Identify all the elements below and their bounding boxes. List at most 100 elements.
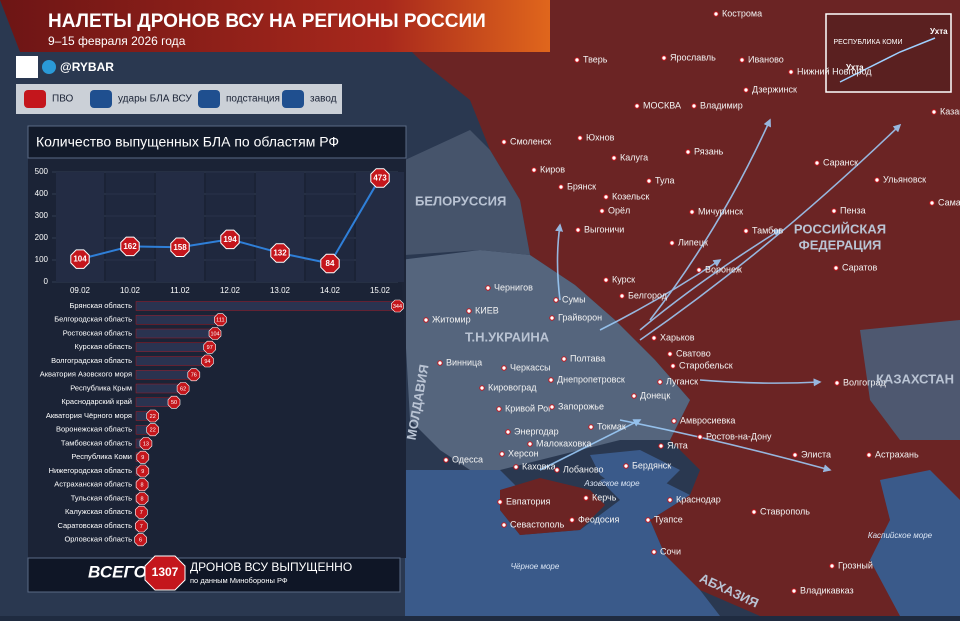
bar-category: Тамбовская область (61, 438, 132, 447)
kazakhstan (860, 320, 960, 440)
city-label: Сочи (660, 546, 681, 556)
total-text: ДРОНОВ ВСУ ВЫПУЩЕННО (190, 560, 352, 574)
city-dot (929, 200, 935, 206)
city-dot (505, 429, 511, 435)
value-badge (208, 327, 222, 340)
city-dot (513, 464, 519, 470)
column-band (156, 172, 204, 282)
x-tick-label: 12.02 (220, 286, 241, 295)
value-label: 104 (210, 331, 219, 337)
value-label: 8 (141, 483, 144, 489)
city-dot (713, 11, 719, 17)
country-label: РОССИЙСКАЯ (794, 221, 886, 236)
value-label: 6 (139, 538, 142, 544)
x-tick-label: 09.02 (70, 286, 91, 295)
value-label: 344 (393, 304, 402, 310)
x-tick-label: 10.02 (120, 286, 141, 295)
city-label: Ростов-на-Дону (706, 431, 772, 441)
city-label: Кривой Рог (505, 403, 552, 413)
city-label: Бердянск (632, 460, 671, 470)
value-label: 111 (216, 318, 224, 324)
city-label: Полтава (570, 353, 605, 363)
value-label: 194 (223, 235, 237, 244)
city-label: Владикавказ (800, 585, 854, 595)
bar-category: Белгородская область (54, 315, 132, 324)
city-label: Запорожье (558, 401, 604, 411)
x-tick-label: 14.02 (320, 286, 341, 295)
city-label: Каховка (522, 461, 556, 471)
x-tick-label: 13.02 (270, 286, 291, 295)
legend-icon (90, 90, 112, 108)
city-label: Амвросиевка (680, 415, 735, 425)
city-label: Казань (940, 106, 960, 116)
legend-icon (282, 90, 304, 108)
bar-category: Калужская область (65, 507, 132, 516)
value-label: 9 (141, 455, 144, 461)
city-dot (549, 404, 555, 410)
city-label: Чернигов (494, 282, 533, 292)
x-tick-label: 15.02 (370, 286, 391, 295)
bar (135, 370, 194, 380)
city-dot (619, 293, 625, 299)
city-dot (599, 208, 605, 214)
city-label: Рязань (694, 146, 724, 156)
city-dot (696, 267, 702, 273)
city-label: Козельск (612, 191, 649, 201)
city-label: Винница (446, 357, 482, 367)
value-label: 13 (143, 441, 149, 447)
city-label: Брянск (567, 181, 596, 191)
value-badge (391, 299, 404, 313)
country-label: ФЕДЕРАЦИЯ (799, 237, 882, 252)
value-label: 22 (150, 414, 156, 420)
city-label: Сумы (562, 294, 586, 304)
sea-label: Азовское море (583, 479, 640, 488)
azov-sea (590, 450, 680, 490)
value-label: 97 (207, 345, 213, 351)
city-dot (834, 380, 840, 386)
city-label: Евпатория (506, 496, 551, 506)
city-label: Волгоград (843, 377, 886, 387)
brand: @RYBAR (60, 60, 114, 74)
inset-route (839, 37, 936, 83)
city-label: Херсон (508, 448, 539, 458)
y-tick-label: 400 (35, 189, 49, 198)
value-label: 62 (180, 386, 186, 392)
city-dot (697, 434, 703, 440)
y-tick-label: 0 (44, 277, 49, 286)
city-dot (743, 228, 749, 234)
city-dot (583, 495, 589, 501)
city-dot (553, 297, 559, 303)
map-labels: Кострома Ярославль Тверь Иваново Нижний Новг… (404, 8, 960, 610)
city-dot (479, 385, 485, 391)
city-dot (437, 360, 443, 366)
city-dot (661, 55, 667, 61)
city-label: Грайворон (558, 312, 602, 322)
y-tick-label: 100 (35, 255, 49, 264)
value-label: 104 (73, 255, 87, 264)
city-label: Мичуринск (698, 206, 743, 216)
city-label: Белгород (628, 290, 668, 300)
city-label: Воронеж (705, 264, 742, 274)
city-dot (466, 308, 472, 314)
city-label: Ярославль (670, 52, 716, 62)
bar (135, 315, 221, 325)
city-label: Киров (540, 164, 565, 174)
column-band (356, 172, 404, 282)
city-label: Сватово (676, 348, 711, 358)
value-badge (146, 409, 159, 423)
city-label: Житомир (432, 314, 471, 324)
black-sea (405, 470, 720, 616)
ukraine (400, 250, 690, 470)
value-badge (134, 533, 147, 547)
bar (135, 301, 398, 311)
city-label: Кострома (722, 8, 762, 18)
city-dot (554, 467, 560, 473)
city-label: Нижний Новгород (797, 66, 872, 76)
value-badge (136, 450, 150, 464)
value-label: 84 (326, 259, 335, 268)
legend-label: завод (310, 94, 337, 105)
subtitle: 9–15 февраля 2026 года (48, 34, 186, 48)
city-dot (603, 194, 609, 200)
value-badge (135, 519, 148, 533)
city-dot (548, 377, 554, 383)
